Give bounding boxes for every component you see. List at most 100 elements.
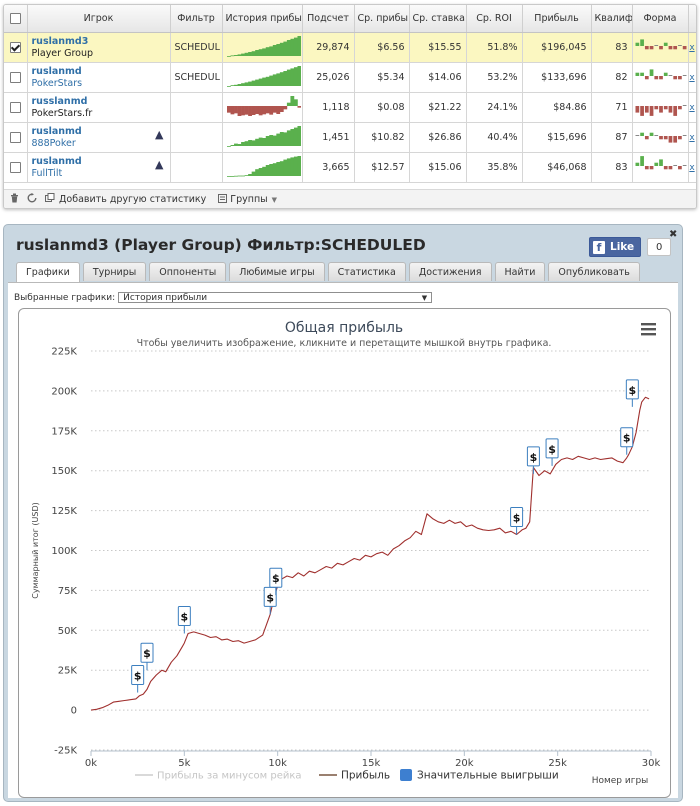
sparkline-bar xyxy=(244,52,248,56)
sparkline-bar xyxy=(268,46,273,56)
form-bar xyxy=(668,75,672,76)
refresh-icon[interactable] xyxy=(27,193,37,206)
table-row[interactable]: ruslanmd FullTilt ▲ 3,665 $12.57 $15.06 35.8% $… xyxy=(4,152,696,183)
player-site[interactable]: FullTilt xyxy=(31,167,63,179)
trash-icon[interactable] xyxy=(10,193,19,206)
form-bar xyxy=(682,75,686,76)
column-header-avg-profit[interactable]: Ср. прибы xyxy=(354,5,410,33)
player-site[interactable]: PokerStars xyxy=(31,77,83,89)
tab-7[interactable]: Опубликовать xyxy=(548,262,640,281)
sparkline-bar xyxy=(233,106,238,114)
profit-cell: $84.86 xyxy=(522,92,592,123)
player-name[interactable]: russlanmd xyxy=(31,95,88,107)
row-checkbox[interactable] xyxy=(4,92,28,123)
form-bar xyxy=(672,46,677,50)
big-win-marker-label: $ xyxy=(143,647,151,660)
form-bar xyxy=(635,135,639,136)
big-win-marker xyxy=(269,567,283,588)
player-cell[interactable]: russlanmd PokerStars.fr xyxy=(27,92,171,123)
column-header-qualification[interactable]: Квалиф xyxy=(591,5,633,33)
sparkline-bar xyxy=(286,40,291,56)
select-all-checkbox[interactable] xyxy=(4,5,28,33)
table-row[interactable]: ruslanmd PokerStars SCHEDUL 25,026 $5.34 $14.… xyxy=(4,62,696,93)
tab-2[interactable]: Оппоненты xyxy=(149,262,227,281)
player-site[interactable]: 888Poker xyxy=(31,137,76,149)
row-checkbox[interactable] xyxy=(4,62,28,93)
tab-4[interactable]: Статистика xyxy=(327,262,406,281)
chevron-down-icon[interactable]: ▼ xyxy=(271,195,278,204)
player-cell[interactable]: ruslanmd FullTilt ▲ xyxy=(27,152,171,183)
table-row[interactable]: russlanmd PokerStars.fr 1,118 $0.08 $21.22 24… xyxy=(4,92,696,123)
table-row[interactable]: ruslanmd 888Poker ▲ 1,451 $10.82 $26.86 40.4% $… xyxy=(4,122,696,153)
tab-5[interactable]: Достижения xyxy=(408,262,492,281)
player-cell[interactable]: ruslanmd PokerStars xyxy=(27,62,171,93)
x-tick-label: 0k xyxy=(85,758,97,769)
table-row[interactable]: ruslanmd3 Player Group SCHEDUL 29,874 $6.56 $… xyxy=(4,32,696,63)
sparkline-bar xyxy=(279,106,284,112)
form-bar xyxy=(649,132,653,136)
delete-row-link[interactable]: x xyxy=(688,62,696,93)
shark-icon: ▲ xyxy=(155,158,164,171)
column-header-profit[interactable]: Прибыль xyxy=(522,5,592,33)
profit-history-sparkline xyxy=(222,62,303,93)
sparkline-bar xyxy=(286,158,291,176)
column-header-history[interactable]: История прибы xyxy=(222,5,303,33)
player-name[interactable]: ruslanmd3 xyxy=(31,35,89,47)
sparkline-bar xyxy=(258,78,263,86)
profit-chart[interactable]: Общая прибыль Чтобы увеличить изображение… xyxy=(18,308,671,798)
sparkline-bar xyxy=(233,84,238,86)
row-checkbox[interactable] xyxy=(4,122,28,153)
table-header-row: Игрок Фильтр История прибы Подсчет Ср. п… xyxy=(4,5,696,33)
column-header-avg-stake[interactable]: Ср. ставка xyxy=(409,5,467,33)
player-cell[interactable]: ruslanmd3 Player Group xyxy=(27,32,171,63)
shark-icon: ▲ xyxy=(155,128,164,141)
form-bar xyxy=(682,105,686,106)
form-bar xyxy=(668,166,672,170)
column-header-roi[interactable]: Ср. ROI xyxy=(466,5,523,33)
tab-0[interactable]: Графики xyxy=(16,262,80,282)
groups-icon[interactable] xyxy=(218,193,228,206)
player-cell[interactable]: ruslanmd 888Poker ▲ xyxy=(27,122,171,153)
groups-dropdown[interactable]: Группы xyxy=(230,194,268,205)
form-chart xyxy=(632,92,689,123)
menu-line-2 xyxy=(641,328,656,331)
tab-3[interactable]: Любимые игры xyxy=(229,262,325,281)
delete-row-link[interactable]: x xyxy=(688,122,696,153)
sparkline-bar xyxy=(275,162,280,176)
column-header-player[interactable]: Игрок xyxy=(27,5,171,33)
form-bar xyxy=(668,136,672,143)
add-stats-link[interactable]: Добавить другую статистику xyxy=(59,194,207,205)
delete-row-link[interactable]: x xyxy=(688,32,696,63)
close-icon[interactable]: ✖ xyxy=(669,229,678,240)
delete-row-link[interactable]: x xyxy=(688,152,696,183)
qualification-cell: 83 xyxy=(591,152,633,183)
sparkline-bar xyxy=(247,174,252,176)
player-name[interactable]: ruslanmd xyxy=(31,155,82,167)
form-bar xyxy=(677,106,682,110)
column-header-form[interactable]: Форма xyxy=(632,5,689,33)
row-checkbox[interactable] xyxy=(4,152,28,183)
player-name[interactable]: ruslanmd xyxy=(31,65,82,77)
form-bar xyxy=(644,166,649,170)
column-header-count[interactable]: Подсчет xyxy=(302,5,355,33)
facebook-like[interactable]: f Like 0 xyxy=(589,237,672,257)
sparkline-bar xyxy=(279,132,284,146)
sparkline-bar xyxy=(240,142,245,146)
add-stats-icon[interactable] xyxy=(45,193,55,206)
form-bar xyxy=(672,165,677,166)
x-tick-label: 20k xyxy=(455,758,474,769)
chart-select-dropdown[interactable]: История прибыли ▼ xyxy=(118,292,433,303)
sparkline-bar xyxy=(240,53,245,56)
tab-1[interactable]: Турниры xyxy=(82,262,147,281)
facebook-like-button[interactable]: f Like xyxy=(589,237,642,257)
form-bar xyxy=(663,42,668,46)
column-header-filter[interactable]: Фильтр xyxy=(170,5,223,33)
row-checkbox[interactable] xyxy=(4,32,28,63)
form-bar xyxy=(644,46,649,50)
sparkline-bar xyxy=(275,106,280,114)
player-name[interactable]: ruslanmd xyxy=(31,125,82,137)
tab-6[interactable]: Найти xyxy=(494,262,546,281)
roi-cell: 51.8% xyxy=(466,32,523,63)
delete-row-link[interactable]: x xyxy=(688,92,696,123)
chart-svg[interactable]: Общая прибыль Чтобы увеличить изображение… xyxy=(19,309,670,797)
